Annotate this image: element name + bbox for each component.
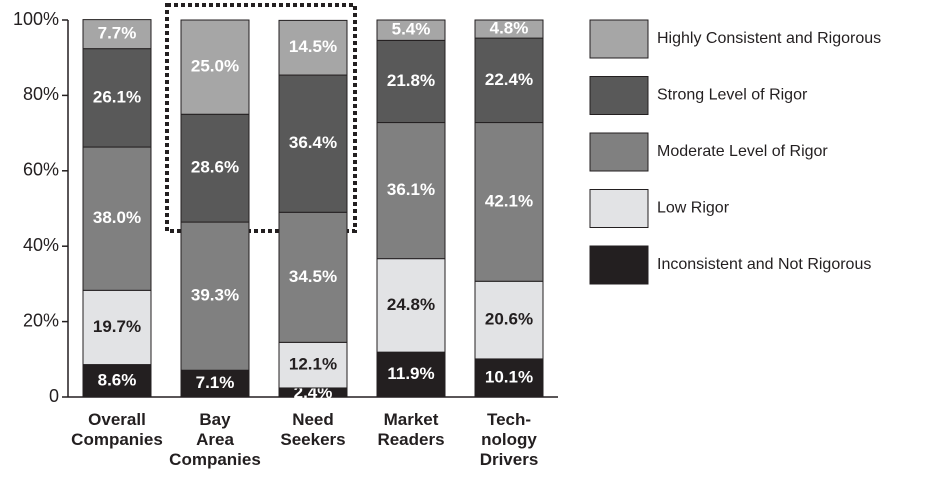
y-tick-label: 40%	[23, 235, 59, 255]
bar-segment	[474, 358, 544, 398]
bar-segment	[180, 19, 250, 115]
value-label: 22.4%	[485, 70, 533, 89]
bar-segment	[376, 258, 446, 353]
value-label: 26.1%	[93, 87, 141, 106]
legend-swatch	[589, 189, 649, 228]
bar-segment	[278, 19, 348, 76]
value-label: 8.6%	[98, 370, 137, 389]
legend-swatch	[589, 245, 649, 285]
value-label: 36.4%	[289, 133, 337, 152]
value-label: 20.6%	[485, 310, 533, 329]
y-tick-label: 60%	[23, 160, 59, 180]
legend-label: Moderate Level of Rigor	[657, 143, 828, 160]
bar-segment	[180, 221, 250, 371]
bar-segment	[278, 211, 348, 343]
value-label: 36.1%	[387, 180, 435, 199]
value-label: 12.1%	[289, 355, 337, 374]
value-label: 5.4%	[392, 20, 431, 39]
x-tick-label: Tech-nology Drivers	[480, 410, 539, 469]
legend-label: Highly Consistent and Rigorous	[657, 30, 881, 47]
x-tick-label: Market Readers	[377, 410, 444, 449]
value-label: 21.8%	[387, 71, 435, 90]
value-label: 4.8%	[490, 19, 529, 38]
bar-segment	[474, 280, 544, 360]
legend-swatch	[589, 19, 649, 59]
value-label: 34.5%	[289, 267, 337, 286]
bar-segment	[376, 351, 446, 398]
y-tick-label: 20%	[23, 310, 59, 330]
y-tick-label: 80%	[23, 84, 59, 104]
value-label: 7.7%	[98, 24, 137, 43]
value-label: 39.3%	[191, 286, 239, 305]
bar-segment	[82, 364, 152, 398]
value-label: 38.0%	[93, 208, 141, 227]
value-label: 24.8%	[387, 295, 435, 314]
bar-segment	[82, 19, 152, 50]
bar-segment	[474, 122, 544, 282]
legend-label: Strong Level of Rigor	[657, 87, 808, 104]
legend-label: Low Rigor	[657, 200, 730, 217]
legend-swatch	[589, 132, 649, 172]
value-label: 10.1%	[485, 367, 533, 386]
bar-segment	[474, 19, 544, 39]
x-tick-label: Overall Companies	[71, 410, 163, 449]
value-label: 11.9%	[387, 364, 434, 383]
legend-swatch	[589, 76, 649, 115]
value-label: 14.5%	[289, 37, 337, 56]
value-label: 28.6%	[191, 158, 239, 177]
value-label: 42.1%	[485, 191, 533, 210]
bar-segment	[278, 341, 348, 389]
y-tick-label: 100%	[13, 9, 59, 29]
bar-segment	[278, 74, 348, 213]
value-label: 7.1%	[196, 373, 235, 392]
bar-segment	[180, 113, 250, 223]
bar-segment	[474, 37, 544, 124]
bar-segment	[376, 122, 446, 260]
value-label: 19.7%	[93, 317, 141, 336]
legend-label: Inconsistent and Not Rigorous	[657, 256, 871, 273]
y-tick-label: 0	[49, 386, 59, 406]
value-label: 25.0%	[191, 57, 239, 76]
bar-segment	[376, 19, 446, 41]
bar-segment	[376, 39, 446, 124]
highlight-box	[165, 3, 357, 233]
x-tick-label: Bay Area Companies	[169, 410, 261, 469]
x-tick-label: Need Seekers	[280, 410, 345, 449]
